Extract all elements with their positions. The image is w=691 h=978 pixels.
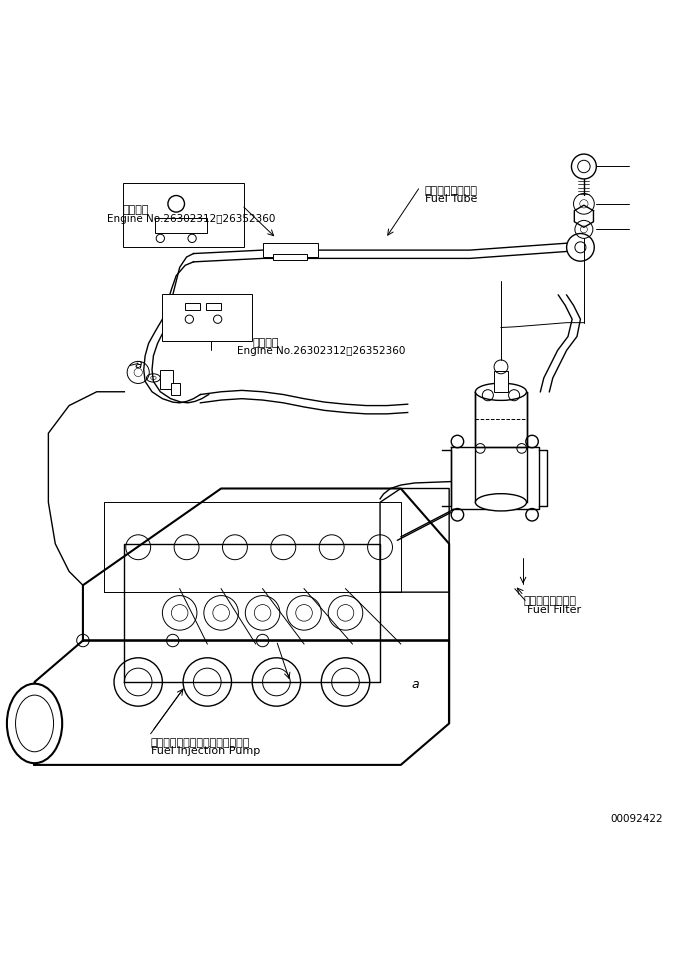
Bar [206, 304, 221, 311]
Ellipse shape [475, 383, 527, 401]
Text: Fuel Filter: Fuel Filter [527, 604, 580, 614]
Text: フェエルチューブ: フェエルチューブ [425, 186, 478, 196]
Text: フェエルインジェクションポンプ: フェエルインジェクションポンプ [151, 737, 250, 747]
Text: 適用号機: 適用号機 [252, 337, 278, 347]
Text: a: a [411, 677, 419, 690]
Bar [123, 184, 244, 247]
Text: Engine No.26302312～26352360: Engine No.26302312～26352360 [107, 213, 276, 223]
Bar [494, 372, 508, 392]
Text: 適用号機: 適用号機 [123, 205, 149, 215]
Bar [185, 304, 200, 311]
Text: フェエルフィルタ: フェエルフィルタ [524, 596, 577, 605]
Bar [273, 254, 307, 261]
Ellipse shape [7, 684, 62, 764]
Bar [171, 384, 180, 395]
Ellipse shape [16, 695, 54, 752]
Text: 00092422: 00092422 [611, 813, 663, 823]
Text: Fuel Tube: Fuel Tube [425, 194, 477, 203]
Text: Engine No.26302312～26352360: Engine No.26302312～26352360 [237, 346, 406, 356]
Bar [155, 218, 207, 234]
Bar [263, 244, 318, 258]
Text: Fuel Injection Pump: Fuel Injection Pump [151, 745, 260, 756]
Bar [162, 294, 252, 341]
Bar [160, 371, 173, 389]
Text: a: a [135, 358, 142, 371]
Ellipse shape [475, 494, 527, 511]
